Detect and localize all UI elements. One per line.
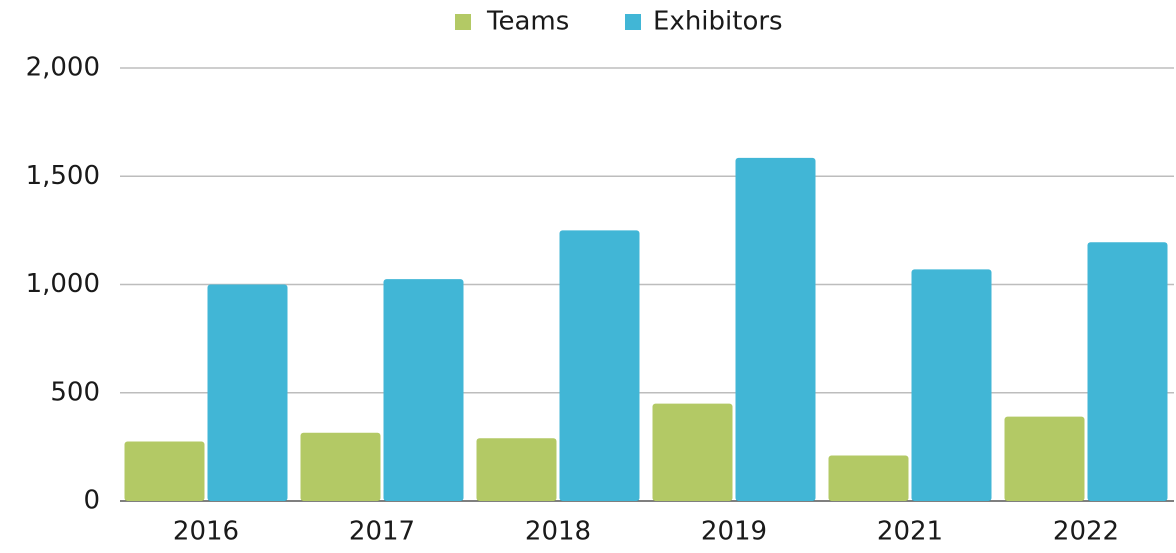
bar [1004,416,1085,501]
bar [828,455,909,501]
x-tick-label: 2018 [525,517,591,547]
y-tick-label: 500 [50,377,100,407]
legend-swatch [455,14,471,30]
y-tick-label: 0 [83,486,100,516]
bar [383,279,464,501]
bar [124,441,205,501]
bar [476,438,557,501]
legend-label: Teams [486,7,569,37]
x-tick-label: 2016 [173,517,239,547]
bar [1087,242,1168,501]
x-tick-label: 2022 [1053,517,1119,547]
bar [911,269,992,501]
legend-swatch [625,14,641,30]
x-tick-label: 2019 [701,517,767,547]
bar [735,157,816,501]
y-tick-label: 1,500 [26,161,100,191]
x-tick-label: 2021 [877,517,943,547]
bar [207,284,288,501]
y-tick-label: 1,000 [26,269,100,299]
bar [652,403,733,501]
legend-label: Exhibitors [653,7,783,37]
bar [559,230,640,501]
y-tick-label: 2,000 [26,53,100,83]
x-tick-label: 2017 [349,517,415,547]
bar [300,432,381,501]
